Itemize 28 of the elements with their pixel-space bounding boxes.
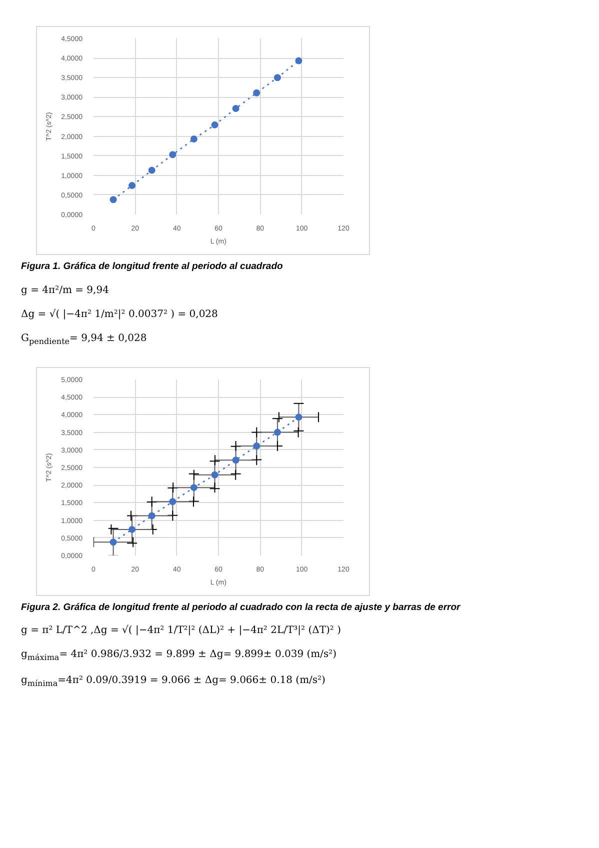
point — [110, 196, 117, 204]
text: g = 4π²/m = 9,94 — [21, 284, 109, 298]
point — [148, 512, 156, 519]
point — [169, 151, 176, 158]
point — [211, 470, 218, 478]
point — [190, 484, 198, 491]
point — [253, 89, 260, 96]
point — [169, 498, 176, 505]
point — [190, 136, 198, 143]
text: g$_{mínima}$=4π² 0.09/0.3919 = 9.066 ± Δg= 9.066± 0.18 (m/s²) — [21, 674, 326, 690]
point — [148, 166, 156, 174]
point — [295, 413, 302, 420]
point — [211, 121, 218, 128]
point — [295, 57, 302, 64]
point — [232, 105, 240, 112]
point — [274, 74, 281, 82]
text: G$_{pendiente}$= 9,94 ± 0,028 — [21, 332, 147, 348]
text: Figura 2. Gráfica de longitud frente al periodo al cuadrado con la recta de ajuste y barras de error — [21, 600, 460, 614]
text: g = π² L/T^2 ,Δg = √( |−4π² 1/T²|² (ΔL)² + |−4π² 2L/T³|² (ΔT)² ) — [21, 624, 341, 638]
point — [128, 526, 136, 532]
point — [274, 428, 281, 436]
point — [253, 442, 260, 450]
point — [128, 182, 136, 190]
text: Δg = √( |−4π² 1/m²|² 0.0037² ) = 0,028 — [21, 308, 218, 322]
text: g$_{máxima}$= 4π² 0.986/3.932 = 9.899 ± Δg= 9.899± 0.039 (m/s²) — [21, 648, 337, 664]
point — [232, 456, 240, 464]
point — [110, 538, 117, 546]
text: Figura 1. Gráfica de longitud frente al periodo al cuadrado — [21, 260, 283, 274]
